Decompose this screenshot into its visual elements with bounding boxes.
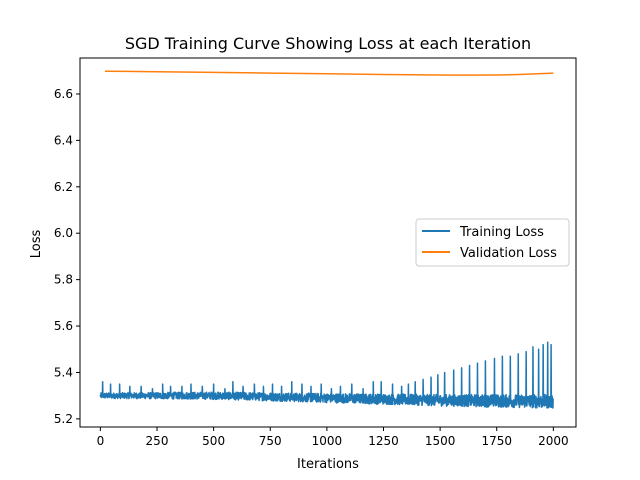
x-tick-label: 1750	[481, 434, 512, 448]
plot-frame	[79, 57, 577, 428]
plot-lines	[99, 70, 554, 409]
x-tick-label: 750	[259, 434, 282, 448]
x-tick-label: 1250	[368, 434, 399, 448]
y-tick-label: 5.2	[54, 412, 73, 426]
x-axis-ticks: 0 250 500 750 1000 1250 1500 1750 2000	[97, 427, 569, 448]
legend: Training Loss Validation Loss	[415, 218, 570, 267]
training-loss-line	[99, 341, 554, 409]
y-tick-label: 5.8	[54, 273, 73, 287]
x-axis-label: Iterations	[297, 457, 359, 472]
y-tick-label: 6.4	[54, 133, 73, 147]
x-tick-label: 0	[97, 434, 105, 448]
x-tick-label: 1500	[425, 434, 456, 448]
x-tick-label: 2000	[538, 434, 569, 448]
legend-label-validation-loss: Validation Loss	[460, 246, 557, 261]
legend-label-training-loss: Training Loss	[459, 225, 544, 240]
validation-loss-line	[104, 70, 554, 76]
legend-box	[415, 218, 570, 267]
y-tick-label: 5.4	[54, 365, 73, 379]
y-tick-label: 5.6	[54, 319, 73, 333]
x-tick-label: 500	[202, 434, 225, 448]
x-tick-label: 250	[146, 434, 169, 448]
chart-title: SGD Training Curve Showing Loss at each …	[125, 34, 531, 53]
y-tick-label: 6.0	[54, 226, 73, 240]
y-tick-label: 6.2	[54, 180, 73, 194]
y-tick-label: 6.6	[54, 87, 73, 101]
x-tick-label: 1000	[312, 434, 343, 448]
y-axis-label: Loss	[29, 230, 44, 259]
y-axis-ticks: 5.2 5.4 5.6 5.8 6.0 6.2 6.4 6.6	[54, 87, 80, 426]
